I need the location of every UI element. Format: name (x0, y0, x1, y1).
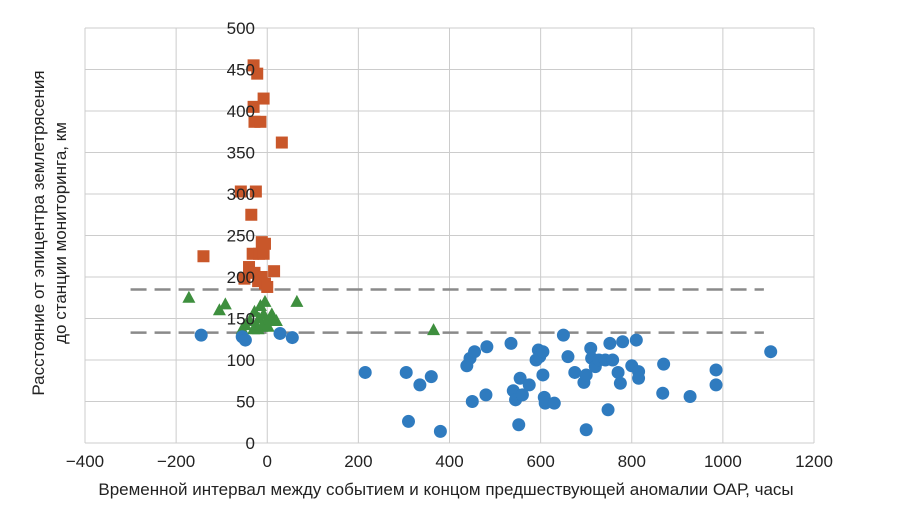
y-tick-label: 400 (227, 102, 255, 121)
data-point-circle (579, 423, 593, 437)
data-point-circle (629, 333, 643, 347)
data-point-circle (709, 363, 723, 377)
data-point-triangle (290, 294, 304, 307)
data-point-square (257, 92, 270, 105)
data-point-triangle (251, 322, 265, 335)
data-point-square (254, 115, 267, 128)
data-point-circle (480, 340, 494, 354)
data-point-circle (238, 333, 252, 347)
y-axis-label-line1: Расстояние от эпицентра землетрясения (29, 70, 48, 395)
x-axis-ticks: −400 −200 0 200 400 600 800 1000 1200 (66, 452, 833, 471)
data-point-square (249, 185, 262, 198)
data-point-circle (285, 331, 299, 345)
data-point-circle (657, 357, 671, 371)
data-point-triangle (212, 303, 226, 316)
y-tick-label: 0 (246, 434, 255, 453)
data-point-square (268, 265, 281, 278)
data-point-circle (536, 368, 550, 382)
y-tick-label: 150 (227, 310, 255, 329)
data-point-circle (603, 336, 617, 350)
data-point-square (246, 247, 259, 260)
data-point-square (234, 185, 247, 198)
x-tick-label: 600 (526, 452, 554, 471)
data-point-circle (504, 336, 518, 350)
data-point-circle (568, 365, 582, 379)
y-tick-label: 450 (227, 61, 255, 80)
x-tick-label: −400 (66, 452, 104, 471)
data-point-circle (556, 328, 570, 342)
data-point-square (261, 280, 274, 293)
data-point-circle (606, 353, 620, 367)
x-tick-label: 1000 (704, 452, 742, 471)
data-point-circle (273, 326, 287, 340)
y-tick-label: 200 (227, 268, 255, 287)
data-points (182, 59, 778, 438)
data-point-circle (401, 414, 415, 428)
data-point-circle (465, 395, 479, 408)
data-point-circle (512, 418, 526, 432)
x-tick-label: 1200 (795, 452, 833, 471)
data-point-circle (632, 371, 646, 385)
data-point-circle (616, 335, 630, 349)
data-point-circle (683, 390, 697, 404)
data-point-circle (584, 341, 598, 355)
y-tick-label: 250 (227, 227, 255, 246)
data-point-square (245, 208, 258, 221)
y-tick-label: 350 (227, 144, 255, 163)
x-tick-label: −200 (157, 452, 195, 471)
data-point-circle (194, 328, 208, 342)
data-point-circle (709, 378, 723, 392)
y-tick-label: 100 (227, 351, 255, 370)
data-point-circle (611, 365, 625, 379)
y-tick-label: 50 (236, 393, 255, 412)
data-point-triangle (269, 313, 283, 326)
x-tick-label: 400 (435, 452, 463, 471)
data-point-circle (601, 403, 615, 417)
threshold-lines (130, 288, 764, 334)
data-point-circle (536, 345, 550, 359)
y-axis-label-line2: до станции мониторинга, км (51, 122, 70, 344)
x-tick-label: 0 (263, 452, 272, 471)
x-tick-label: 200 (344, 452, 372, 471)
data-point-circle (515, 388, 529, 402)
data-point-circle (547, 396, 561, 410)
data-point-circle (522, 378, 536, 392)
y-tick-label: 300 (227, 185, 255, 204)
grid-lines (84, 27, 815, 444)
data-point-triangle (218, 297, 232, 310)
data-point-circle (613, 376, 627, 390)
data-point-triangle (182, 290, 196, 303)
x-axis-label: Временной интервал между событием и конц… (98, 480, 793, 499)
data-point-circle (468, 345, 482, 359)
data-point-circle (561, 350, 575, 364)
data-point-circle (433, 424, 447, 438)
y-axis-ticks: 0 50 100 150 200 250 300 350 400 450 500 (227, 19, 255, 453)
data-point-triangle (247, 304, 261, 317)
data-point-square (247, 59, 260, 72)
data-point-circle (764, 345, 778, 359)
data-point-square (197, 250, 210, 263)
x-tick-label: 800 (618, 452, 646, 471)
data-point-square (238, 272, 251, 285)
data-point-circle (656, 386, 670, 400)
data-point-circle (399, 365, 413, 379)
data-point-triangle (261, 319, 275, 332)
data-point-circle (479, 388, 493, 402)
data-point-square (257, 247, 270, 260)
data-point-square (251, 67, 264, 80)
data-point-square (275, 136, 288, 149)
data-point-square (247, 100, 260, 113)
data-point-circle (538, 396, 552, 410)
data-point-circle (358, 365, 372, 379)
data-point-triangle (427, 323, 441, 336)
data-point-square (258, 237, 271, 250)
data-point-circle (424, 370, 438, 384)
data-point-circle (413, 378, 427, 392)
y-tick-label: 500 (227, 19, 255, 38)
data-point-circle (579, 368, 593, 382)
data-point-circle (513, 371, 527, 385)
